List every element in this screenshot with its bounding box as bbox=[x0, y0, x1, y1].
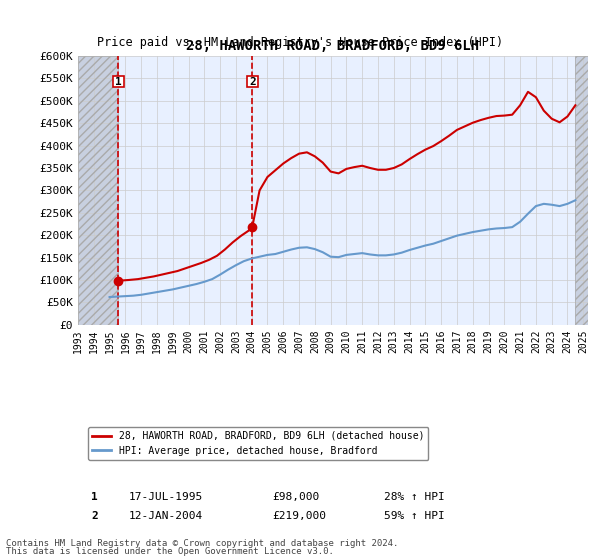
FancyBboxPatch shape bbox=[113, 76, 124, 87]
Text: 1: 1 bbox=[91, 492, 98, 502]
Text: £219,000: £219,000 bbox=[272, 511, 326, 521]
Bar bbox=[575, 56, 588, 325]
Text: This data is licensed under the Open Government Licence v3.0.: This data is licensed under the Open Gov… bbox=[6, 548, 334, 557]
Text: 17-JUL-1995: 17-JUL-1995 bbox=[129, 492, 203, 502]
FancyBboxPatch shape bbox=[83, 490, 106, 503]
Text: Price paid vs. HM Land Registry's House Price Index (HPI): Price paid vs. HM Land Registry's House … bbox=[97, 36, 503, 49]
Text: 2: 2 bbox=[91, 511, 98, 521]
Text: 1: 1 bbox=[115, 77, 121, 87]
Text: 12-JAN-2004: 12-JAN-2004 bbox=[129, 511, 203, 521]
Bar bbox=[575, 56, 588, 325]
Title: 28, HAWORTH ROAD, BRADFORD, BD9 6LH: 28, HAWORTH ROAD, BRADFORD, BD9 6LH bbox=[187, 39, 479, 53]
Legend: 28, HAWORTH ROAD, BRADFORD, BD9 6LH (detached house), HPI: Average price, detach: 28, HAWORTH ROAD, BRADFORD, BD9 6LH (det… bbox=[88, 427, 428, 460]
Bar bbox=[78, 56, 118, 325]
Text: 28% ↑ HPI: 28% ↑ HPI bbox=[384, 492, 445, 502]
Bar bbox=[78, 56, 118, 325]
FancyBboxPatch shape bbox=[83, 509, 106, 522]
Text: Contains HM Land Registry data © Crown copyright and database right 2024.: Contains HM Land Registry data © Crown c… bbox=[6, 539, 398, 548]
Text: 59% ↑ HPI: 59% ↑ HPI bbox=[384, 511, 445, 521]
FancyBboxPatch shape bbox=[247, 76, 258, 87]
Text: £98,000: £98,000 bbox=[272, 492, 319, 502]
Text: 2: 2 bbox=[249, 77, 256, 87]
